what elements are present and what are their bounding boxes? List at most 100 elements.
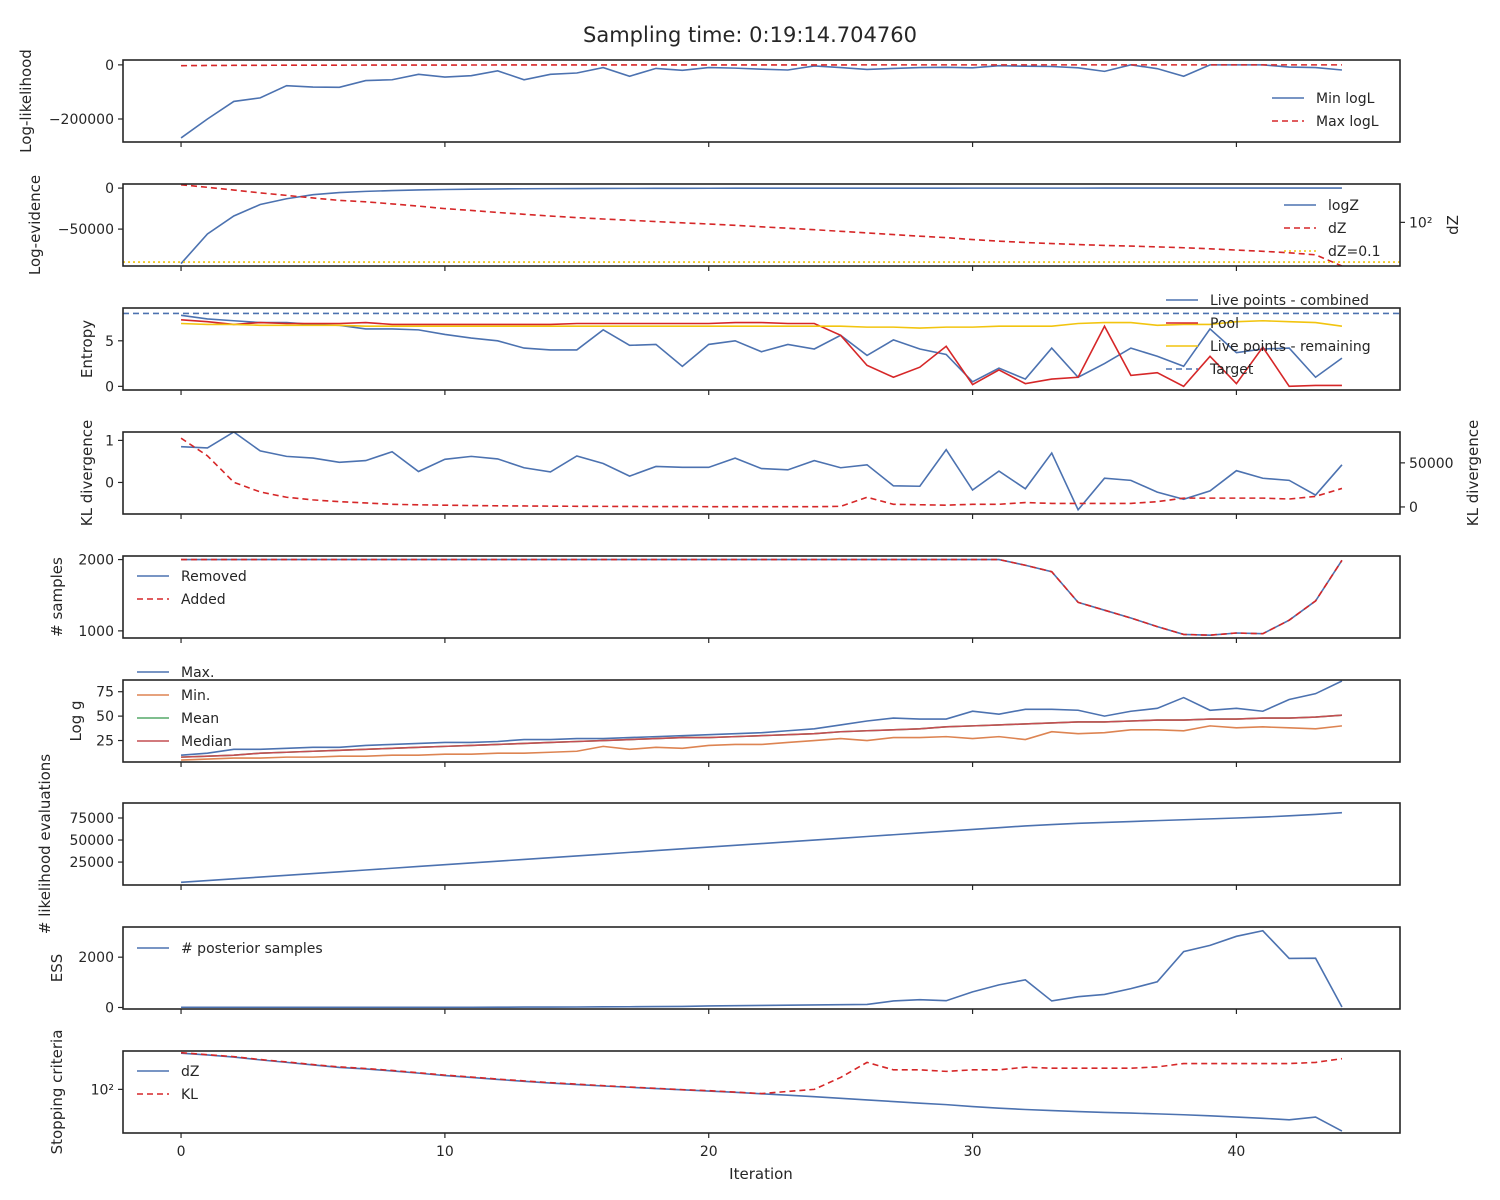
max-logl-line bbox=[181, 64, 1342, 67]
figure-title: Sampling time: 0:19:14.704760 bbox=[583, 23, 917, 47]
axes-frame bbox=[122, 679, 1401, 763]
legend-label: Live points - combined bbox=[1210, 293, 1369, 309]
x-tick-label: 10 bbox=[436, 1144, 454, 1160]
y-tick-label: 10² bbox=[91, 1082, 114, 1098]
x-axis-label: Iteration bbox=[729, 1165, 793, 1183]
legend-label: Pool bbox=[1210, 316, 1239, 332]
logz-line bbox=[180, 187, 1342, 265]
panel-8: 2000 0 ESS # posterior samples bbox=[48, 926, 1401, 1016]
y-axis-label: Log-likelihood bbox=[17, 49, 35, 153]
y-tick-label: −200000 bbox=[49, 112, 114, 128]
y-tick-label: 0 bbox=[105, 1000, 114, 1016]
kl-line bbox=[180, 1051, 1343, 1095]
y-axis-label: Log g bbox=[67, 700, 85, 741]
y-tick-label: 50 bbox=[96, 709, 114, 725]
y-tick-label: 1 bbox=[105, 433, 114, 449]
y-tick-label: 2000 bbox=[78, 553, 114, 569]
axes-frame bbox=[122, 1050, 1401, 1134]
panels: 0 −200000 Log-likelihood Min logL Max logL 0 −… bbox=[17, 49, 1482, 1160]
legend: Min logL Max logL bbox=[1272, 91, 1379, 130]
legend-label: Added bbox=[181, 592, 226, 608]
series-group bbox=[180, 1051, 1343, 1132]
y-axis-label: Log-evidence bbox=[26, 175, 44, 275]
y-tick-label: 0 bbox=[105, 181, 114, 197]
legend-label: Min logL bbox=[1316, 91, 1375, 107]
series-group bbox=[180, 64, 1343, 139]
legend-label: # posterior samples bbox=[181, 941, 323, 957]
removed-line bbox=[181, 558, 1343, 636]
legend-label: KL bbox=[181, 1087, 198, 1103]
y-tick-label: −50000 bbox=[58, 222, 114, 238]
y-tick-label: 1000 bbox=[78, 624, 114, 640]
x-tick-label: 0 bbox=[177, 1144, 186, 1160]
y-axis-label: # samples bbox=[48, 557, 66, 637]
posterior-samples-line bbox=[181, 929, 1343, 1009]
legend: # posterior samples bbox=[137, 941, 323, 957]
series-group bbox=[123, 184, 1400, 266]
x-tick-label: 20 bbox=[700, 1144, 718, 1160]
legend-label: Removed bbox=[181, 569, 247, 585]
legend: Max. Min. Mean Median bbox=[137, 665, 232, 750]
y2-tick-label: 50000 bbox=[1409, 456, 1454, 472]
axes-frame bbox=[122, 431, 1401, 515]
min-logl-line bbox=[180, 64, 1343, 139]
y-tick-label: 50000 bbox=[69, 833, 114, 849]
panel-9: 10² 0 10 20 30 40 Stopping criteria dZ KL bbox=[48, 1030, 1401, 1160]
series-2-line bbox=[180, 437, 1343, 508]
live-points-remaining-line bbox=[181, 319, 1343, 329]
panel-6: 75 50 25 Log g Max. Min. Mean Median bbox=[67, 665, 1401, 767]
axes-frame bbox=[122, 307, 1401, 391]
y-tick-label: 25 bbox=[96, 734, 114, 750]
legend-label: Target bbox=[1209, 362, 1254, 378]
min-line bbox=[181, 725, 1343, 761]
y2-tick-label: 0 bbox=[1409, 500, 1418, 516]
legend-label: logZ bbox=[1328, 198, 1359, 214]
x-tick-label: 40 bbox=[1228, 1144, 1246, 1160]
y-tick-label: 2000 bbox=[78, 950, 114, 966]
series-group bbox=[180, 432, 1343, 512]
y2-axis-label: dZ bbox=[1444, 215, 1462, 235]
y-axis-label: # likelihood evaluations bbox=[36, 754, 54, 934]
legend-label: Max logL bbox=[1316, 114, 1379, 130]
y2-tick-label: 10² bbox=[1409, 215, 1432, 231]
legend-label: dZ bbox=[1328, 221, 1346, 237]
y-tick-label: 0 bbox=[105, 475, 114, 491]
panel-1: 0 −200000 Log-likelihood Min logL Max logL bbox=[17, 49, 1401, 153]
y-tick-label: 25000 bbox=[69, 855, 114, 871]
added-line bbox=[181, 558, 1343, 636]
legend: Live points - combined Pool Live points - … bbox=[1166, 293, 1371, 378]
y-tick-label: 0 bbox=[105, 58, 114, 74]
max-line bbox=[180, 680, 1343, 756]
legend-label: dZ bbox=[181, 1064, 199, 1080]
axes-frame bbox=[122, 555, 1401, 639]
legend-label: Median bbox=[181, 734, 232, 750]
series-1-line bbox=[181, 432, 1343, 512]
y-tick-label: 0 bbox=[105, 379, 114, 395]
dz-line bbox=[180, 184, 1343, 266]
series-group bbox=[181, 929, 1343, 1009]
y-tick-label: 75000 bbox=[69, 811, 114, 827]
series-group bbox=[123, 312, 1400, 388]
series-group bbox=[180, 811, 1343, 884]
panel-5: 2000 1000 # samples Removed Added bbox=[48, 553, 1401, 643]
legend-label: dZ=0.1 bbox=[1328, 244, 1380, 260]
pool-line bbox=[180, 319, 1342, 388]
legend: Removed Added bbox=[137, 569, 247, 608]
legend: logZ dZ dZ=0.1 bbox=[1284, 198, 1380, 260]
panel-7: 75000 50000 25000 # likelihood evaluations bbox=[36, 754, 1401, 934]
series-group bbox=[180, 680, 1343, 761]
x-tick-label: 30 bbox=[964, 1144, 982, 1160]
panel-4: 1 0 50000 0 KL divergence KL divergence bbox=[78, 420, 1482, 526]
y-tick-label: 75 bbox=[96, 685, 114, 701]
legend-label: Min. bbox=[181, 688, 210, 704]
live-points-combined-line bbox=[180, 314, 1343, 383]
y2-axis-label: KL divergence bbox=[1464, 420, 1482, 526]
median-line bbox=[181, 714, 1343, 758]
legend: dZ KL bbox=[137, 1064, 199, 1103]
y-axis-label: ESS bbox=[48, 954, 66, 983]
y-tick-label: 5 bbox=[105, 334, 114, 350]
legend-label: Live points - remaining bbox=[1210, 339, 1371, 355]
axes-frame bbox=[122, 926, 1401, 1010]
